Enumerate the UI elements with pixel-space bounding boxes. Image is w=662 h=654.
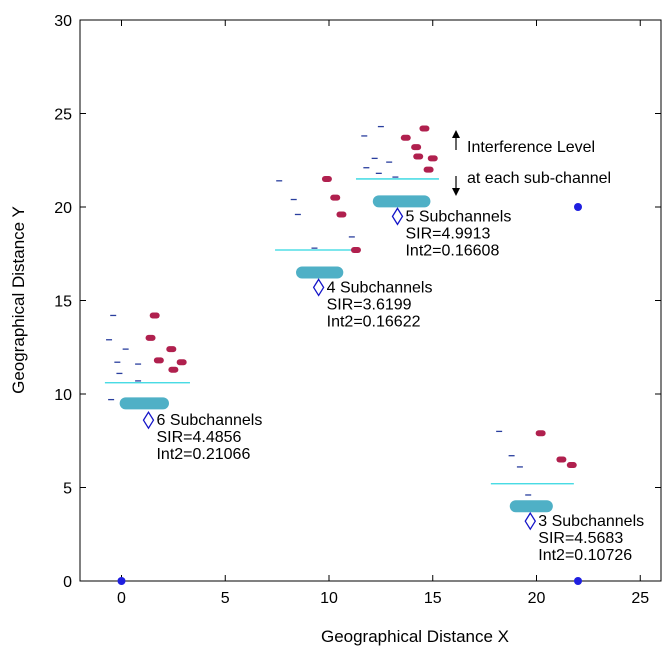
interference-point — [149, 312, 160, 319]
interference-point — [419, 125, 430, 132]
interference-point — [166, 346, 177, 353]
x-tick-label: 25 — [631, 590, 649, 607]
interference-point — [168, 366, 179, 373]
annotation-line-1: Interference Level — [467, 139, 595, 156]
interference-point — [413, 153, 424, 160]
x-tick-label: 0 — [117, 590, 126, 607]
x-tick-label: 10 — [320, 590, 338, 607]
base-station-point — [574, 577, 582, 585]
interference-point — [153, 357, 164, 364]
base-station-point — [574, 203, 582, 211]
int2-label: Int2=0.21066 — [156, 446, 250, 463]
y-tick-label: 5 — [63, 481, 72, 498]
base-station-point — [117, 577, 126, 585]
interference-point — [321, 175, 332, 182]
diamond-marker — [391, 207, 404, 226]
interference-point — [411, 144, 422, 151]
y-tick-label: 30 — [54, 13, 72, 30]
int2-label: Int2=0.16608 — [405, 242, 499, 259]
subchannels-label: 5 Subchannels — [405, 208, 511, 225]
interference-point — [423, 166, 434, 173]
x-tick-label: 15 — [424, 590, 442, 607]
interference-point — [556, 456, 567, 463]
diamond-marker — [524, 511, 537, 531]
subchannels-label: 6 Subchannels — [156, 412, 262, 429]
sir-label: SIR=4.4856 — [156, 429, 241, 446]
x-tick-label: 20 — [528, 590, 546, 607]
y-tick-label: 20 — [54, 200, 72, 217]
interference-point — [350, 247, 361, 254]
subchannels-label: 4 Subchannels — [327, 279, 433, 296]
y-tick-label: 0 — [63, 574, 72, 591]
sir-label: SIR=3.6199 — [327, 296, 412, 313]
y-tick-label: 15 — [54, 294, 72, 311]
y-tick-label: 25 — [54, 107, 72, 124]
int2-label: Int2=0.10726 — [538, 547, 632, 564]
interference-point — [145, 334, 156, 341]
interference-point — [330, 194, 341, 201]
interference-annotation: Interference Level at each sub-channel — [452, 130, 611, 196]
interference-point — [535, 430, 546, 437]
diamond-marker — [312, 278, 325, 297]
interference-point — [427, 155, 438, 162]
sir-label: SIR=4.5683 — [538, 530, 623, 547]
int2-label: Int2=0.16622 — [327, 313, 421, 330]
subchannels-label: 3 Subchannels — [538, 513, 644, 530]
annotation-line-2: at each sub-channel — [467, 170, 611, 187]
interference-point — [176, 359, 187, 366]
sir-label: SIR=4.9913 — [405, 225, 490, 242]
y-tick-label: 10 — [54, 387, 72, 404]
x-axis-label: Geographical Distance X — [321, 627, 509, 646]
interference-point — [336, 211, 347, 218]
x-tick-label: 5 — [221, 590, 230, 607]
y-axis-label: Geographical Distance Y — [9, 206, 28, 394]
interference-point — [566, 462, 577, 469]
diamond-marker — [142, 410, 155, 430]
interference-point — [400, 134, 411, 141]
